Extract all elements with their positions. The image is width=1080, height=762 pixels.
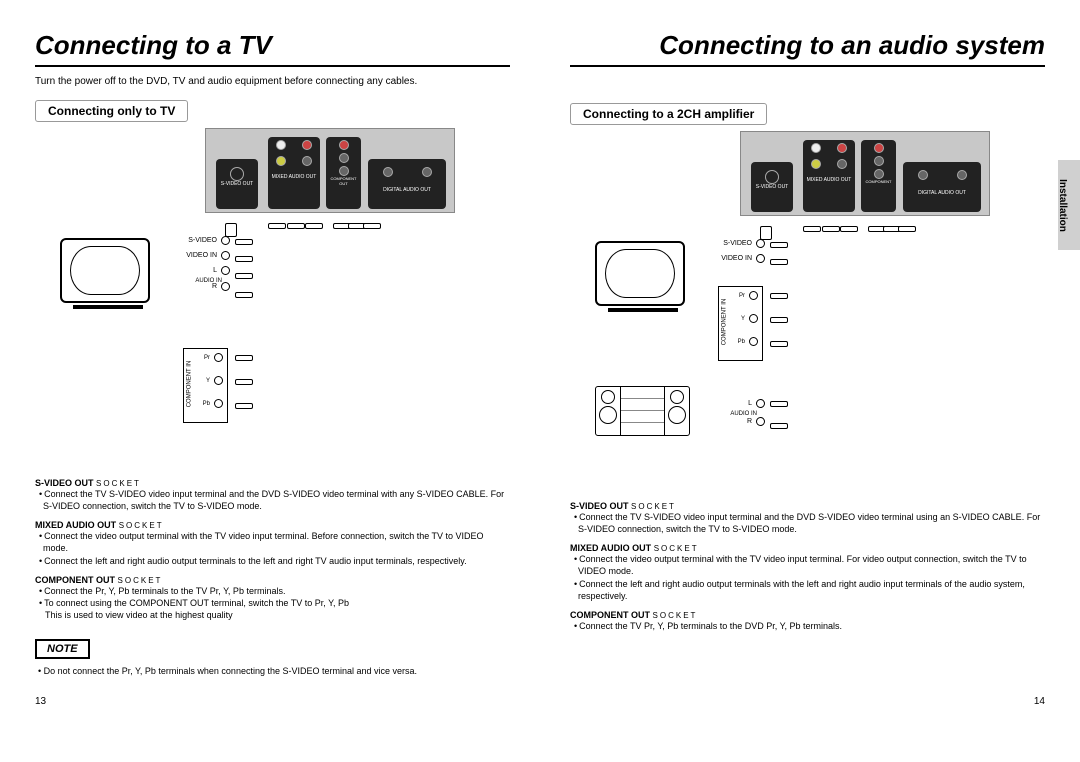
panel-svideo: S-VIDEO OUT	[216, 159, 258, 209]
page-left: Connecting to a TV Turn the power off to…	[35, 30, 510, 677]
component-in-box-r: COMPONENT IN Pr Y Pb	[718, 286, 763, 361]
subtitle-left: Connecting only to TV	[35, 100, 188, 122]
tv-icon	[60, 238, 155, 313]
socket-descriptions-right: S-VIDEO OUT SOCKET Connect the TV S-VIDE…	[570, 501, 1045, 632]
intro-text: Turn the power off to the DVD, TV and au…	[35, 75, 510, 88]
diagram-right: S-VIDEO OUT MIXED AUDIO OUT COMPONENT DI…	[570, 131, 1045, 491]
panel-digital: DIGITAL AUDIO OUT	[368, 159, 446, 209]
dvd-back-panel: S-VIDEO OUT MIXED AUDIO OUT COMPONENT OU…	[205, 128, 455, 213]
note-text: • Do not connect the Pr, Y, Pb terminals…	[35, 665, 510, 677]
socket-svideo-r: S-VIDEO OUT SOCKET Connect the TV S-VIDE…	[570, 501, 1045, 535]
stereo-icon	[595, 386, 690, 441]
socket-descriptions-left: S-VIDEO OUT SOCKET Connect the TV S-VIDE…	[35, 478, 510, 621]
dvd-back-panel-r: S-VIDEO OUT MIXED AUDIO OUT COMPONENT DI…	[740, 131, 990, 216]
page-spread: Connecting to a TV Turn the power off to…	[0, 0, 1080, 697]
audio-in-labels: L AUDIO IN R	[695, 399, 765, 432]
socket-component: COMPONENT OUT SOCKET Connect the Pr, Y, …	[35, 575, 510, 621]
subtitle-right: Connecting to a 2CH amplifier	[570, 103, 767, 125]
panel-mixed: MIXED AUDIO OUT	[268, 137, 320, 209]
title-right: Connecting to an audio system	[570, 30, 1045, 67]
tv-input-labels-r: S-VIDEO VIDEO IN	[695, 239, 765, 269]
note-label: NOTE	[35, 639, 90, 659]
side-tab-label: Installation	[1057, 179, 1068, 232]
component-in-box: COMPONENT IN Pr Y Pb	[183, 348, 228, 423]
socket-mixed: MIXED AUDIO OUT SOCKET Connect the video…	[35, 520, 510, 566]
page-number-left: 13	[35, 696, 46, 707]
title-left: Connecting to a TV	[35, 30, 510, 67]
panel-component: COMPONENT OUT	[326, 137, 361, 209]
tv-icon-r	[595, 241, 690, 316]
socket-svideo: S-VIDEO OUT SOCKET Connect the TV S-VIDE…	[35, 478, 510, 512]
diagram-left: S-VIDEO OUT MIXED AUDIO OUT COMPONENT OU…	[35, 128, 510, 468]
socket-mixed-r: MIXED AUDIO OUT SOCKET Connect the video…	[570, 543, 1045, 602]
page-number-right: 14	[1034, 696, 1045, 707]
socket-component-r: COMPONENT OUT SOCKET Connect the TV Pr, …	[570, 610, 1045, 632]
tv-input-labels: S-VIDEO VIDEO IN L AUDIO IN R	[160, 236, 230, 297]
side-tab: Installation	[1058, 160, 1080, 250]
page-right: Connecting to an audio system Connecting…	[570, 30, 1045, 677]
